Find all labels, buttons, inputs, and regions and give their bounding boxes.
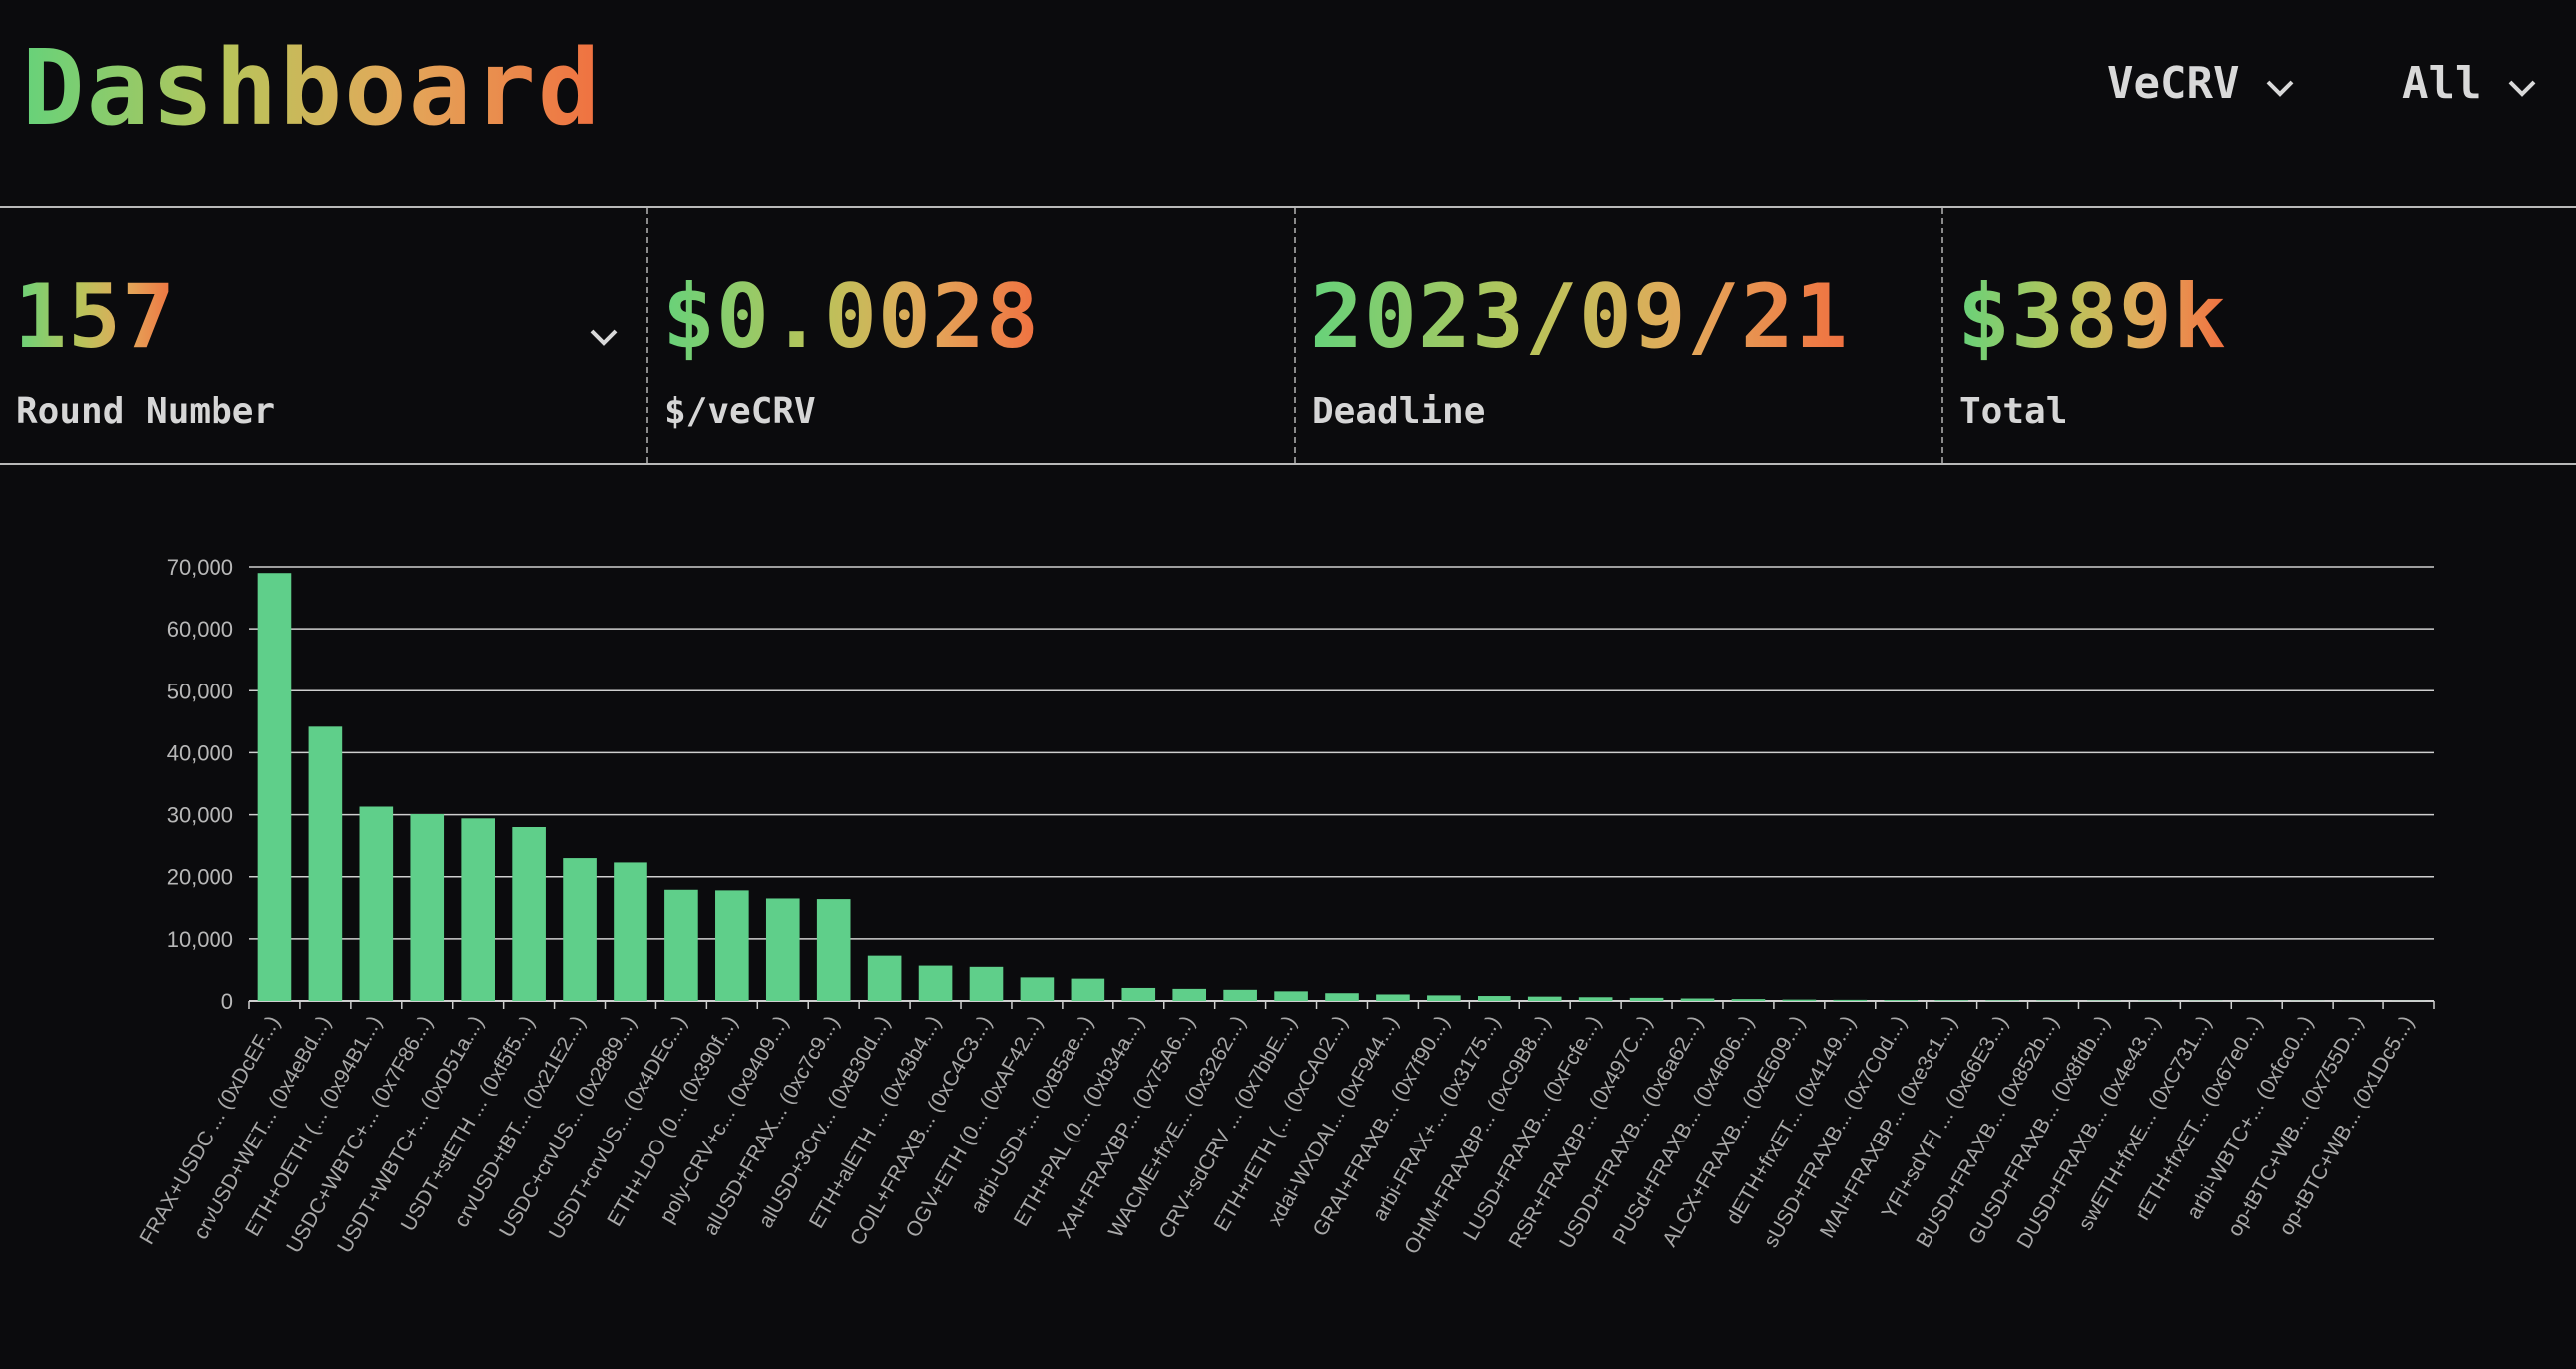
stats-bar: 157 Round Number $0.0028 $/veCRV 2023/09… [0,206,2576,465]
bar [918,965,953,1001]
bar [308,726,343,1001]
bar [359,806,394,1001]
bar [1833,999,1868,1001]
price-label: $/veCRV [664,391,816,432]
bar [1578,997,1613,1001]
bar [614,862,647,1001]
y-tick-label: 0 [221,989,233,1014]
bar [867,955,902,1001]
bar [1884,1000,1919,1001]
stat-total: $389k Total [1941,208,2576,463]
bar [461,818,495,1001]
bar [410,813,445,1001]
price-value: $0.0028 [662,265,1040,368]
bar [1325,993,1359,1001]
y-tick-label: 40,000 [167,740,233,765]
bar [257,573,292,1001]
round-number-label: Round Number [16,391,276,432]
y-tick-label: 50,000 [167,679,233,703]
bar [1782,999,1817,1001]
bar [1121,987,1156,1001]
stat-price: $0.0028 $/veCRV [646,208,1293,463]
round-number-value: 157 [14,265,176,368]
bar-chart: 0 10,000 20,000 30,000 40,000 50,000 60,000 70,… [135,555,2435,1258]
bar [1985,1000,2019,1001]
y-tick-label: 30,000 [167,803,233,828]
bar [1477,996,1511,1001]
scope-selector[interactable]: All [2402,48,2537,118]
token-selector[interactable]: VeCRV [2107,48,2295,118]
total-label: Total [1959,391,2068,432]
y-tick-label: 60,000 [167,617,233,642]
bar [1731,999,1766,1001]
page-title: Dashboard [22,27,603,149]
bar [512,827,546,1001]
chevron-down-icon [2265,58,2295,109]
y-tick-label: 70,000 [167,555,233,580]
bar [1274,991,1308,1001]
chevron-down-icon [2507,58,2537,109]
stat-deadline: 2023/09/21 Deadline [1294,208,1940,463]
scope-selector-label: All [2402,57,2482,109]
total-value: $389k [1957,265,2227,368]
bar [765,898,800,1001]
bar [1527,996,1562,1001]
bar [1934,1000,1968,1001]
bar [1172,988,1207,1001]
bar [664,889,698,1001]
y-tick-label: 10,000 [167,927,233,952]
chevron-down-icon[interactable] [589,327,619,351]
bar [1223,989,1257,1001]
bar [1020,977,1055,1001]
deadline-value: 2023/09/21 [1310,265,1849,368]
y-tick-label: 20,000 [167,865,233,890]
bar [1376,994,1410,1001]
bar [563,858,597,1001]
bar [816,899,851,1001]
bar [1071,978,1105,1001]
header: Dashboard VeCRV All [0,0,2576,205]
stat-round-number[interactable]: 157 Round Number [0,208,646,463]
deadline-label: Deadline [1312,391,1486,432]
bar [715,890,749,1001]
bar [1680,998,1715,1001]
bar [1629,997,1664,1001]
bar [969,966,1004,1001]
bar [1427,995,1461,1001]
token-selector-label: VeCRV [2107,57,2240,109]
